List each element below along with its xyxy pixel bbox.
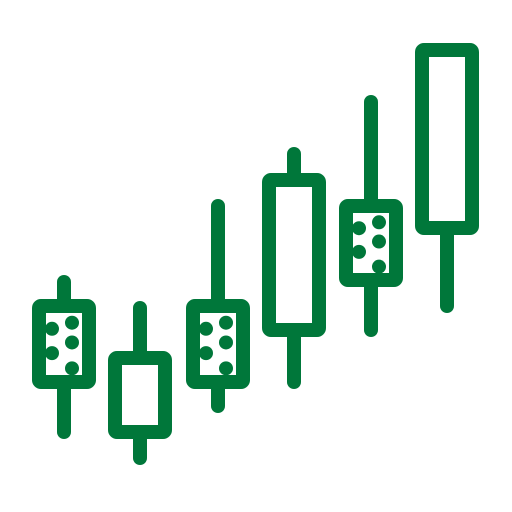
candle-5-dot (372, 215, 386, 230)
candle-1-dot (45, 346, 59, 361)
candle-3-dot (199, 346, 213, 361)
candle-1-dot (45, 321, 59, 336)
candle-6 (415, 43, 479, 313)
candle-1-dot (65, 315, 79, 330)
candle-3-dot (219, 361, 233, 376)
candle-3-dot (219, 335, 233, 350)
candle-4-body (262, 173, 326, 337)
candle-5-dot (372, 259, 386, 274)
candle-2 (108, 301, 172, 465)
candle-1-dot (65, 335, 79, 350)
candle-5-dot (352, 221, 366, 236)
candle-5 (339, 95, 403, 337)
candle-3-dot (199, 321, 213, 336)
candle-5-dot (352, 244, 366, 259)
candle-1 (32, 275, 96, 439)
candle-3-dot (219, 315, 233, 330)
candle-5-body (339, 199, 403, 287)
candle-4 (262, 147, 326, 389)
candle-3 (186, 199, 250, 413)
candle-2-body (108, 351, 172, 439)
candle-6-body (415, 43, 479, 235)
candle-1-body (32, 299, 96, 389)
candle-3-body (186, 299, 250, 389)
candle-1-dot (65, 361, 79, 376)
candle-5-dot (372, 234, 386, 249)
